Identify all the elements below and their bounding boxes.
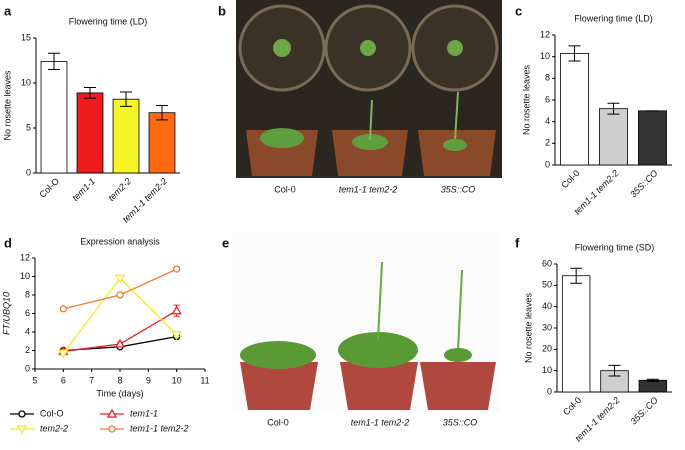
legend-label: tem1-1 — [130, 408, 158, 418]
error-bar — [607, 102, 620, 115]
x-tick-label: Col-0 — [561, 395, 583, 417]
x-tick-label: Col-0 — [559, 168, 581, 190]
marker — [114, 274, 126, 284]
y-tick-label: 0 — [547, 386, 552, 396]
panel-label: a — [4, 3, 12, 18]
y-tick-label: 8 — [25, 289, 30, 299]
bar — [599, 108, 628, 166]
error-bar — [570, 267, 583, 284]
panel-label: b — [218, 3, 226, 18]
legend-marker — [18, 410, 26, 418]
legend-marker — [108, 425, 116, 433]
photo-b: week 2 week 3 — [223, 0, 502, 178]
legend-marker — [106, 408, 118, 418]
chart-title: Expression analysis — [80, 236, 160, 246]
x-tick-label: 5 — [32, 375, 37, 385]
y-tick-label: 12 — [540, 29, 550, 39]
photo-caption: tem1-1 tem2-2 — [351, 417, 410, 427]
y-tick-label: 0 — [545, 159, 550, 169]
error-bar — [120, 91, 132, 107]
x-tick-label: 8 — [117, 375, 122, 385]
bar — [76, 92, 104, 174]
x-axis-label: Time (days) — [96, 388, 143, 398]
y-tick-label: 40 — [542, 301, 552, 311]
y-tick-label: 20 — [542, 344, 552, 354]
y-tick-label: 2 — [545, 138, 550, 148]
chart-title: Flowering time (LD) — [69, 16, 148, 26]
y-tick-label: 10 — [21, 77, 31, 87]
x-tick-label: 10 — [172, 375, 182, 385]
photo-caption: 35S::CO — [443, 417, 478, 427]
bar — [638, 110, 667, 166]
marker — [171, 331, 182, 341]
y-tick-label: 6 — [25, 308, 30, 318]
y-tick-label: 5 — [26, 122, 31, 132]
legend-label: Col-O — [40, 408, 64, 418]
bar — [40, 61, 68, 174]
bar — [112, 98, 140, 174]
y-tick-label: 30 — [542, 322, 552, 332]
y-tick-label: 50 — [542, 280, 552, 290]
bar — [638, 379, 668, 393]
legend-marker — [16, 425, 28, 435]
bar — [148, 112, 176, 174]
y-tick-label: 4 — [545, 116, 550, 126]
y-tick-label: 4 — [25, 326, 30, 336]
y-tick-label: 0 — [25, 363, 30, 373]
y-tick-label: 2 — [25, 345, 30, 355]
y-axis-label: FT/UBQ10 — [1, 292, 11, 335]
legend-label: tem2-2 — [40, 423, 68, 433]
y-tick-label: 12 — [20, 252, 30, 262]
row-label: week 2 — [223, 31, 233, 61]
y-tick-label: 6 — [545, 94, 550, 104]
marker — [116, 291, 124, 299]
error-bar — [156, 105, 168, 121]
photo-caption: tem1-1 tem2-2 — [339, 184, 398, 194]
x-tick-label: 11 — [200, 375, 209, 385]
error-bar — [568, 45, 581, 62]
y-axis-label: No rosette leaves — [521, 64, 531, 135]
error-bar — [646, 378, 659, 382]
error-bar — [608, 364, 621, 377]
row-label: week 3 — [223, 121, 233, 151]
marker — [59, 305, 67, 313]
x-tick-label: Col-O — [37, 176, 61, 200]
marker — [173, 265, 181, 273]
y-tick-label: 8 — [545, 73, 550, 83]
x-tick-label: 9 — [146, 375, 151, 385]
legend-label: tem1-1 tem2-2 — [130, 423, 189, 433]
panel-label: d — [4, 235, 12, 250]
y-tick-label: 0 — [26, 167, 31, 177]
y-tick-label: 10 — [540, 51, 550, 61]
x-tick-label: 7 — [89, 375, 94, 385]
chart-title: Flowering time (SD) — [575, 242, 655, 252]
panel-label: f — [515, 235, 520, 250]
chart-title: Flowering time (LD) — [574, 13, 653, 23]
x-tick-label: 35S::CO — [628, 395, 659, 426]
y-tick-label: 15 — [21, 32, 31, 42]
error-bar — [48, 52, 60, 70]
photo-e — [232, 232, 500, 412]
y-axis-label: No rosette leaves — [2, 70, 12, 141]
x-tick-label: tem2-2 — [106, 176, 133, 203]
x-tick-label: 35S::CO — [628, 168, 659, 199]
y-tick-label: 10 — [542, 365, 552, 375]
photo-caption: Col-0 — [274, 184, 296, 194]
photo-caption: 35S::CO — [441, 184, 476, 194]
error-bar — [84, 87, 96, 99]
y-tick-label: 10 — [20, 271, 30, 281]
marker — [114, 338, 126, 348]
bar — [561, 275, 591, 393]
y-tick-label: 60 — [542, 258, 552, 268]
bar — [560, 53, 589, 166]
panel-label: e — [222, 235, 229, 250]
photo-caption: Col-0 — [267, 417, 289, 427]
y-axis-label: No rosette leaves — [523, 292, 533, 363]
marker — [171, 305, 182, 315]
marker — [58, 349, 69, 359]
panel-label: c — [515, 3, 522, 18]
x-tick-label: 6 — [61, 375, 66, 385]
x-tick-label: tem1-1 — [70, 176, 97, 203]
